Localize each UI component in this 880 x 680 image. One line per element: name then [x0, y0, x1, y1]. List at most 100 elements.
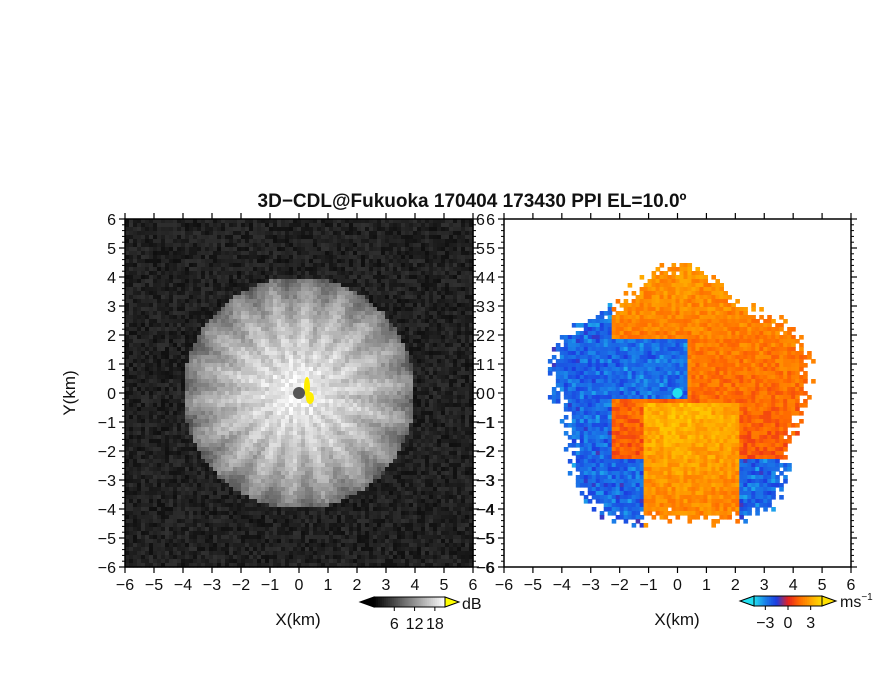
reflectivity-cell — [285, 235, 290, 240]
reflectivity-cell — [233, 423, 238, 428]
reflectivity-cell — [429, 323, 434, 328]
reflectivity-cell — [297, 439, 302, 444]
reflectivity-cell — [213, 339, 218, 344]
reflectivity-cell — [441, 399, 446, 404]
reflectivity-cell — [421, 243, 426, 248]
reflectivity-cell — [337, 279, 342, 284]
reflectivity-cell — [161, 263, 166, 268]
reflectivity-cell — [457, 291, 462, 296]
reflectivity-cell — [133, 335, 138, 340]
reflectivity-cell — [445, 227, 450, 232]
reflectivity-cell — [241, 239, 246, 244]
reflectivity-cell — [205, 319, 210, 324]
reflectivity-cell — [273, 247, 278, 252]
reflectivity-cell — [453, 371, 458, 376]
reflectivity-cell — [129, 291, 134, 296]
reflectivity-cell — [393, 359, 398, 364]
reflectivity-cell — [409, 331, 414, 336]
reflectivity-cell — [301, 279, 306, 284]
reflectivity-cell — [417, 247, 422, 252]
reflectivity-cell — [377, 351, 382, 356]
reflectivity-cell — [445, 439, 450, 444]
reflectivity-cell — [373, 367, 378, 372]
reflectivity-cell — [429, 403, 434, 408]
reflectivity-cell — [125, 387, 130, 392]
reflectivity-cell — [365, 339, 370, 344]
reflectivity-cell — [377, 243, 382, 248]
reflectivity-cell — [349, 287, 354, 292]
reflectivity-cell — [149, 219, 154, 224]
reflectivity-cell — [313, 223, 318, 228]
reflectivity-cell — [285, 223, 290, 228]
reflectivity-cell — [409, 371, 414, 376]
reflectivity-cell — [313, 375, 318, 380]
reflectivity-cell — [241, 331, 246, 336]
reflectivity-cell — [413, 275, 418, 280]
reflectivity-cell — [217, 351, 222, 356]
reflectivity-cell — [337, 399, 342, 404]
reflectivity-cell — [125, 311, 130, 316]
reflectivity-cell — [285, 311, 290, 316]
reflectivity-cell — [157, 271, 162, 276]
reflectivity-cell — [353, 287, 358, 292]
reflectivity-cell — [161, 275, 166, 280]
reflectivity-cell — [369, 267, 374, 272]
reflectivity-cell — [349, 339, 354, 344]
reflectivity-cell — [309, 315, 314, 320]
reflectivity-cell — [213, 223, 218, 228]
reflectivity-cell — [417, 347, 422, 352]
reflectivity-cell — [389, 387, 394, 392]
reflectivity-cell — [157, 331, 162, 336]
reflectivity-cell — [357, 411, 362, 416]
reflectivity-cell — [253, 363, 258, 368]
reflectivity-cell — [413, 363, 418, 368]
reflectivity-cell — [149, 271, 154, 276]
reflectivity-cell — [129, 419, 134, 424]
reflectivity-cell — [349, 379, 354, 384]
reflectivity-cell — [397, 263, 402, 268]
reflectivity-cell — [401, 275, 406, 280]
reflectivity-cell — [369, 335, 374, 340]
reflectivity-cell — [437, 351, 442, 356]
reflectivity-cell — [465, 311, 470, 316]
reflectivity-cell — [173, 275, 178, 280]
reflectivity-cell — [149, 267, 154, 272]
reflectivity-cell — [273, 287, 278, 292]
reflectivity-cell — [337, 227, 342, 232]
reflectivity-cell — [129, 411, 134, 416]
reflectivity-cell — [301, 335, 306, 340]
reflectivity-cell — [369, 431, 374, 436]
reflectivity-cell — [317, 399, 322, 404]
reflectivity-cell — [213, 219, 218, 224]
reflectivity-cell — [217, 375, 222, 380]
reflectivity-cell — [129, 443, 134, 448]
reflectivity-cell — [237, 291, 242, 296]
reflectivity-cell — [201, 295, 206, 300]
reflectivity-cell — [273, 371, 278, 376]
reflectivity-cell — [157, 339, 162, 344]
reflectivity-cell — [205, 247, 210, 252]
reflectivity-cell — [153, 379, 158, 384]
reflectivity-cell — [429, 387, 434, 392]
reflectivity-cell — [321, 235, 326, 240]
reflectivity-cell — [181, 439, 186, 444]
reflectivity-cell — [469, 391, 474, 396]
reflectivity-cell — [413, 299, 418, 304]
reflectivity-cell — [201, 343, 206, 348]
reflectivity-cell — [189, 339, 194, 344]
reflectivity-cell — [301, 299, 306, 304]
reflectivity-cell — [137, 219, 142, 224]
reflectivity-cell — [153, 303, 158, 308]
reflectivity-cell — [157, 383, 162, 388]
reflectivity-cell — [293, 371, 298, 376]
reflectivity-cell — [421, 435, 426, 440]
reflectivity-cell — [421, 407, 426, 412]
reflectivity-cell — [341, 287, 346, 292]
reflectivity-cell — [233, 307, 238, 312]
reflectivity-cell — [453, 347, 458, 352]
reflectivity-cell — [445, 239, 450, 244]
reflectivity-cell — [241, 295, 246, 300]
reflectivity-cell — [217, 327, 222, 332]
reflectivity-cell — [357, 443, 362, 448]
reflectivity-cell — [377, 295, 382, 300]
